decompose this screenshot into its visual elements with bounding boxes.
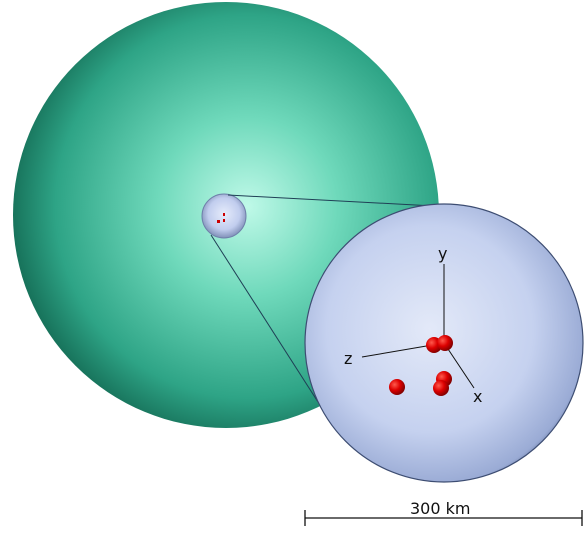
particle [433, 380, 449, 396]
y-axis-label: y [438, 244, 447, 263]
x-axis-label: x [473, 387, 482, 406]
small-particle [223, 219, 225, 222]
scale-bar-label: 300 km [410, 499, 470, 518]
small-particle [223, 213, 225, 216]
z-axis-label: z [344, 349, 352, 368]
particle [437, 335, 453, 351]
zoom-line-top [227, 194, 435, 207]
x-axis-line [443, 342, 475, 389]
scale-bar [304, 510, 583, 526]
small-particle [217, 220, 220, 223]
zoom-line-bottom [210, 234, 319, 403]
particle [389, 379, 405, 395]
